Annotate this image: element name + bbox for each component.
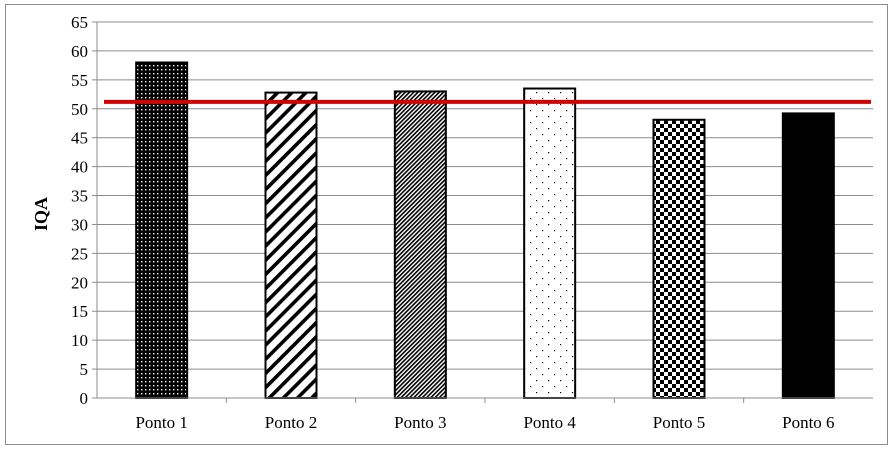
x-tick-label: Ponto 5 <box>653 413 705 432</box>
bar-ponto-5 <box>652 118 706 399</box>
y-tick-label: 30 <box>71 215 88 234</box>
y-axis-ticks: 0 5 10 15 20 25 30 35 40 45 50 55 60 65 <box>71 13 97 408</box>
y-tick-label: 40 <box>71 158 88 177</box>
bar-ponto-3 <box>393 90 447 400</box>
y-tick-label: 65 <box>71 13 88 32</box>
bars <box>135 61 835 400</box>
y-tick-label: 20 <box>71 273 88 292</box>
gridlines <box>97 21 873 370</box>
y-tick-label: 15 <box>71 302 88 321</box>
y-tick-label: 5 <box>80 360 89 379</box>
bar-ponto-2 <box>264 91 318 400</box>
y-tick-label: 35 <box>71 187 88 206</box>
y-tick-label: 45 <box>71 129 88 148</box>
x-tick-label: Ponto 1 <box>135 413 187 432</box>
bar-ponto-4 <box>523 87 577 400</box>
bar-ponto-1 <box>135 61 189 399</box>
y-tick-label: 50 <box>71 100 88 119</box>
y-tick-label: 60 <box>71 42 88 61</box>
x-tick-label: Ponto 3 <box>394 413 446 432</box>
y-tick-label: 55 <box>71 71 88 90</box>
x-axis-ticks: Ponto 1 Ponto 2 Ponto 3 Ponto 4 Ponto 5 Ponto… <box>135 398 835 432</box>
x-tick-label: Ponto 6 <box>782 413 834 432</box>
x-tick-label: Ponto 2 <box>265 413 317 432</box>
x-tick-label: Ponto 4 <box>523 413 576 432</box>
y-tick-label: 0 <box>80 389 89 408</box>
y-axis-label: IQA <box>31 197 51 231</box>
bar-ponto-6 <box>781 112 835 400</box>
y-tick-label: 10 <box>71 331 88 350</box>
y-tick-label: 25 <box>71 244 88 263</box>
